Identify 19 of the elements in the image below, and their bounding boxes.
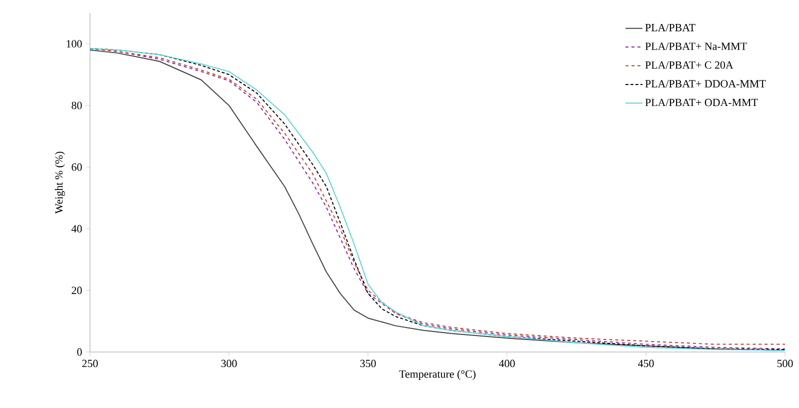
x-tick-label: 400 xyxy=(499,360,515,368)
legend-label: PLA/PBAT+ C 20A xyxy=(645,61,734,69)
x-tick-label: 500 xyxy=(777,360,793,368)
legend-label: PLA/PBAT xyxy=(645,24,696,32)
y-tick-label: 20 xyxy=(72,286,82,294)
legend-label: PLA/PBAT+ DDOA-MMT xyxy=(645,80,766,88)
y-tick-label: 60 xyxy=(72,163,82,171)
y-tick-label: 80 xyxy=(72,102,82,110)
x-axis-title: Temperature (°C) xyxy=(399,370,476,380)
x-tick-label: 250 xyxy=(82,360,98,368)
legend-label: PLA/PBAT+ Na-MMT xyxy=(645,42,747,50)
y-tick-label: 0 xyxy=(77,348,82,356)
x-tick-label: 300 xyxy=(221,360,237,368)
y-tick-label: 40 xyxy=(71,225,82,232)
x-tick-label: 350 xyxy=(360,360,376,368)
legend-label: PLA/PBAT+ ODA-MMT xyxy=(645,98,758,106)
y-axis-title: Weight % (%) xyxy=(54,152,65,214)
x-tick-label: 450 xyxy=(638,360,654,368)
y-tick-label: 100 xyxy=(66,40,82,48)
